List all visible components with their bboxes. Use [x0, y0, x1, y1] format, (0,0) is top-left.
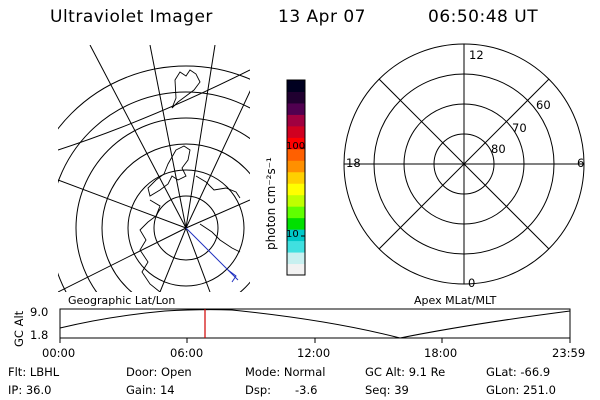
- info-dsp-label: Dsp:: [245, 383, 272, 397]
- mlt-label-6: 6: [577, 156, 585, 170]
- colorbar-segment: [287, 206, 305, 219]
- timeline-ylabel: GC Alt: [12, 310, 26, 347]
- timeline-xtick-4: 23:59: [552, 346, 586, 360]
- info-dsp-value: -3.6: [295, 383, 318, 397]
- colorbar-segment: [287, 125, 305, 138]
- colorbar-segment: [287, 217, 305, 230]
- info-gain: Gain: 14: [126, 383, 175, 397]
- info-filter: Flt: LBHL: [8, 365, 60, 379]
- timeline-xtick-0: 00:00: [42, 346, 76, 360]
- mlt-label-12: 12: [469, 48, 484, 62]
- colorbar-segment: [287, 252, 305, 265]
- colorbar-segment: [287, 240, 305, 253]
- timeline-ytick-top: 9.0: [30, 305, 49, 319]
- geo-panel-caption: Geographic Lat/Lon: [68, 294, 176, 307]
- timeline-xtick-2: 12:00: [297, 346, 331, 360]
- colorbar-segment: [287, 114, 305, 127]
- colorbar-frame: [286, 79, 306, 276]
- colorbar-segment: [287, 194, 305, 207]
- info-door: Door: Open: [126, 365, 192, 379]
- timeline-ytick-bottom: 1.8: [30, 328, 49, 342]
- colorbar-segment: [287, 160, 305, 173]
- info-ip: IP: 36.0: [8, 383, 52, 397]
- colorbar-segment: [287, 229, 305, 242]
- colorbar-segment: [287, 137, 305, 150]
- info-seq: Seq: 39: [365, 383, 409, 397]
- mlat-label-60: 60: [536, 98, 551, 112]
- colorbar-segment: [287, 148, 305, 161]
- info-gc-alt: GC Alt: 9.1 Re: [365, 365, 446, 379]
- info-glat: GLat: -66.9: [486, 365, 551, 379]
- colorbar-segment: [287, 171, 305, 184]
- colorbar-tick-10: 10: [286, 229, 299, 240]
- mlat-label-70: 70: [512, 121, 527, 135]
- instrument-title: Ultraviolet Imager: [50, 7, 213, 27]
- colorbar-segment: [287, 91, 305, 104]
- colorbar-segment: [287, 102, 305, 115]
- timeline-xtick-1: 06:00: [170, 346, 204, 360]
- polar-panel-caption: Apex MLat/MLT: [414, 294, 497, 307]
- mlat-label-80: 80: [491, 142, 506, 156]
- mlt-label-0: 0: [468, 276, 476, 290]
- info-glon: GLon: 251.0: [486, 383, 556, 397]
- timeline-xtick-3: 18:00: [424, 346, 458, 360]
- time-label: 06:50:48 UT: [428, 7, 539, 27]
- colorbar-segment: [287, 263, 305, 276]
- date-label: 13 Apr 07: [278, 7, 366, 27]
- colorbar-segment: [287, 183, 305, 196]
- colorbar-segment: [287, 80, 305, 92]
- colorbar-tick-100: 100: [286, 141, 306, 152]
- mlt-label-18: 18: [346, 156, 361, 170]
- info-mode: Mode: Normal: [245, 365, 326, 379]
